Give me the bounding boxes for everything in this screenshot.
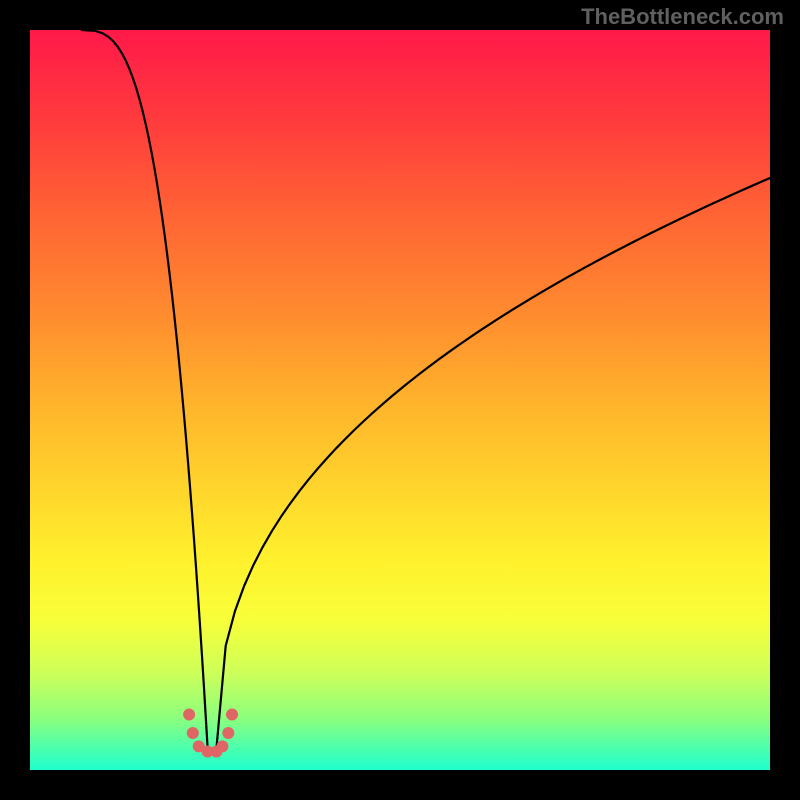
chart-outer: TheBottleneck.com [0, 0, 800, 800]
watermark-text: TheBottleneck.com [581, 4, 784, 30]
plot-area [30, 30, 770, 770]
optimal-marker [216, 740, 228, 752]
optimal-marker [183, 709, 195, 721]
optimal-marker [226, 709, 238, 721]
chart-svg [30, 30, 770, 770]
optimal-marker [187, 727, 199, 739]
optimal-marker [222, 727, 234, 739]
gradient-background [30, 30, 770, 770]
